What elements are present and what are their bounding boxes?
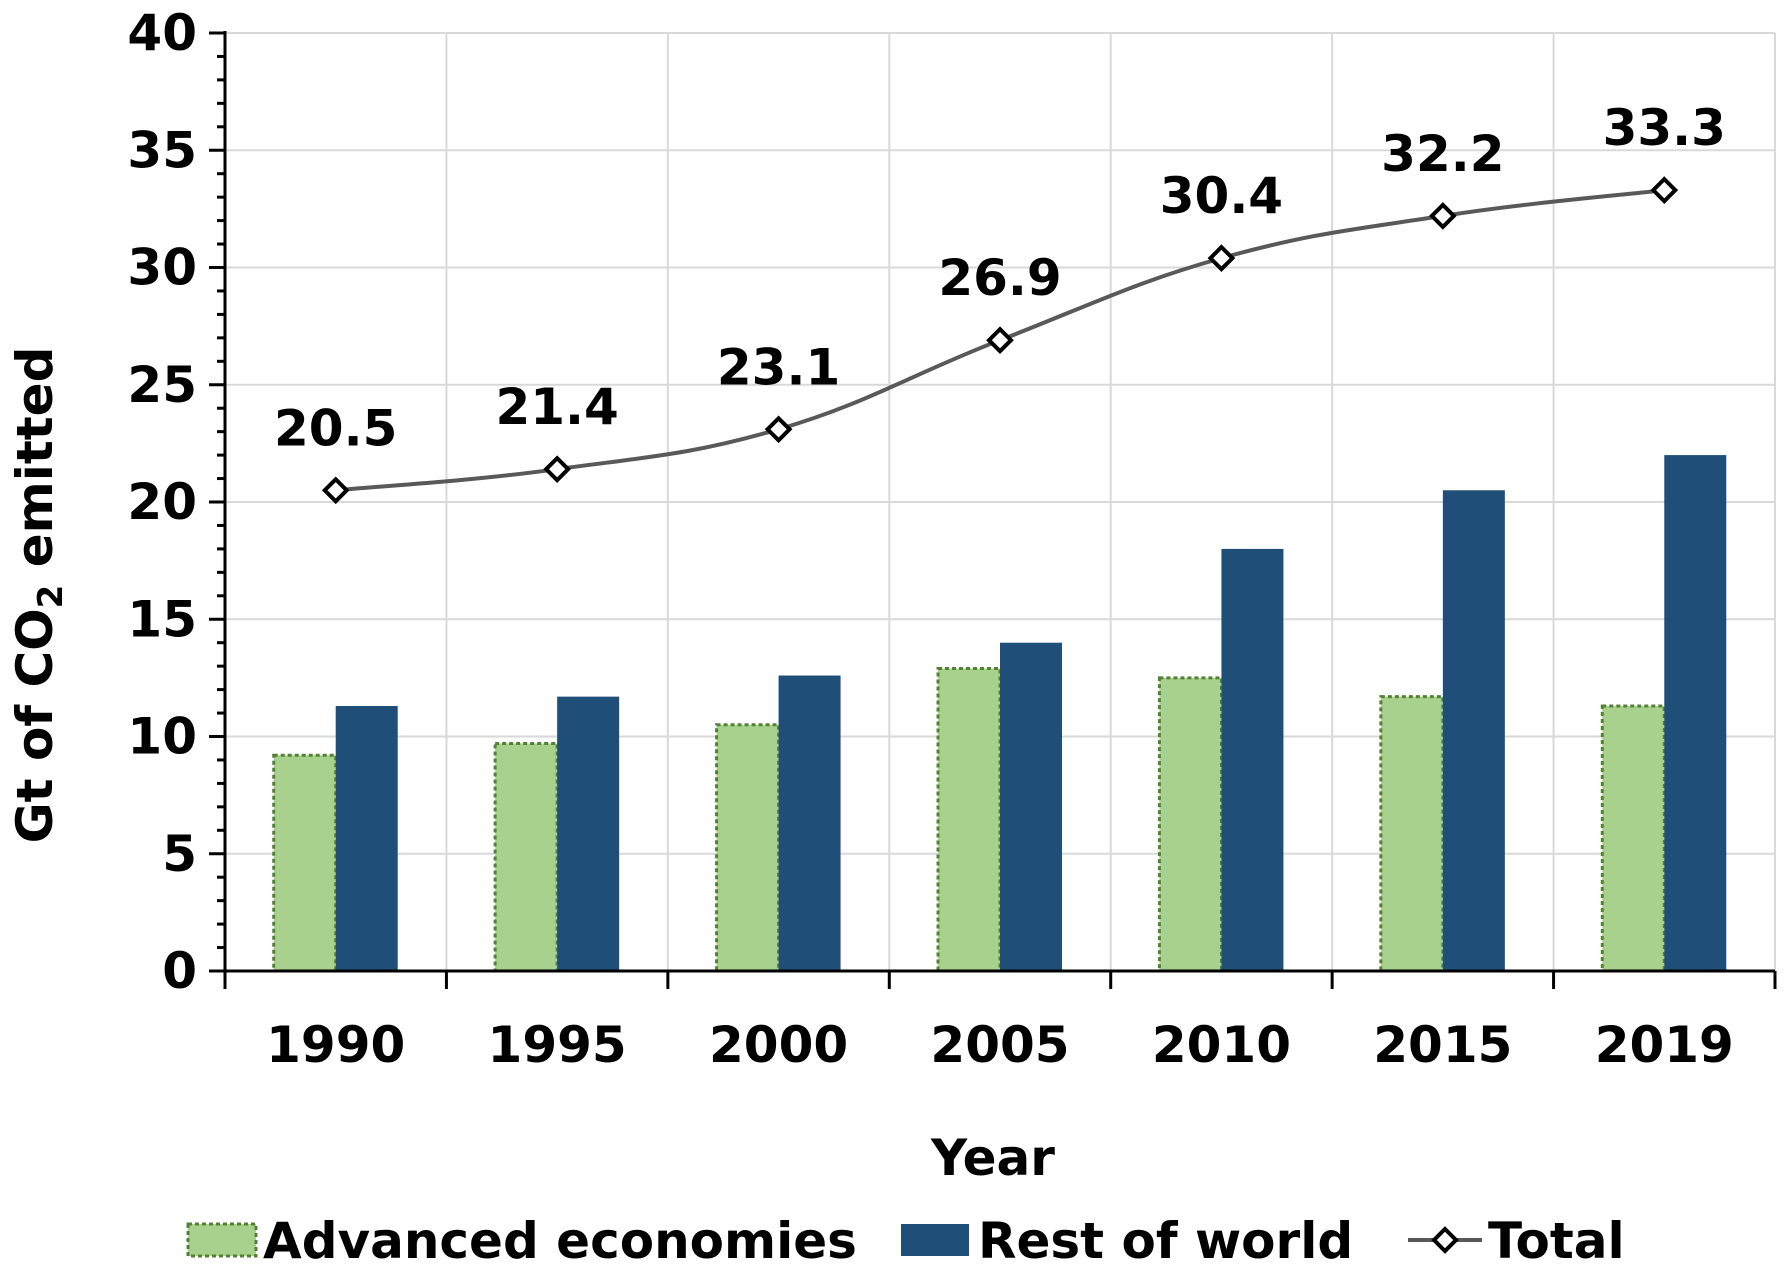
y-tick-label-20: 20 — [127, 473, 197, 531]
y-tick-label-5: 5 — [162, 825, 197, 883]
legend-marker-total — [1431, 1226, 1459, 1254]
y-tick-label-10: 10 — [127, 708, 197, 766]
legend-label-rest-of-world: Rest of world — [978, 1212, 1353, 1270]
total-data-label-1990: 20.5 — [274, 399, 397, 457]
bar-advanced-economies-1995 — [493, 742, 559, 973]
total-data-label-2015: 32.2 — [1381, 125, 1504, 183]
x-tick-label-2000: 2000 — [709, 1016, 848, 1074]
bar-advanced-economies-2000 — [715, 723, 781, 973]
bar-rest-of-world-1990 — [335, 706, 398, 971]
x-tick-label-1995: 1995 — [488, 1016, 627, 1074]
y-tick-label-30: 30 — [127, 239, 197, 297]
bar-advanced-economies-2019 — [1600, 704, 1666, 973]
total-marker-2019 — [1650, 176, 1679, 204]
y-tick-label-25: 25 — [127, 356, 197, 414]
total-data-label-2000: 23.1 — [717, 338, 840, 396]
bars — [272, 455, 1727, 973]
legend-label-total: Total — [1488, 1212, 1625, 1270]
gridlines — [225, 32, 1776, 971]
total-data-label-1995: 21.4 — [495, 378, 618, 436]
bar-rest-of-world-2019 — [1664, 455, 1727, 972]
y-tick-label-40: 40 — [127, 4, 197, 62]
legend: Advanced economies Rest of world Total — [186, 1212, 1625, 1270]
y-axis-title: Gt of CO2 emitted — [6, 347, 71, 844]
total-marker-1990 — [321, 476, 350, 505]
legend-swatch-advanced-economies — [186, 1222, 258, 1258]
total-line-series — [321, 176, 1679, 505]
total-marker-2015 — [1429, 202, 1457, 230]
bar-advanced-economies-2005 — [936, 666, 1002, 973]
x-tick-label-2010: 2010 — [1152, 1016, 1291, 1074]
y-axis-title-subscript: 2 — [31, 585, 71, 609]
legend-label-advanced-economies: Advanced economies — [263, 1212, 857, 1270]
labels: 20.5 21.4 23.1 26.9 30.4 32.2 33.3 — [274, 99, 1726, 457]
bar-rest-of-world-2015 — [1442, 490, 1505, 971]
bar-advanced-economies-2015 — [1379, 695, 1445, 973]
bar-rest-of-world-2005 — [1000, 642, 1062, 971]
y-axis-title-prefix: Gt of CO — [6, 608, 64, 843]
y-axis-title-suffix: emitted — [6, 347, 64, 585]
bar-rest-of-world-2000 — [778, 675, 841, 971]
legend-swatch-rest-of-world — [901, 1224, 969, 1256]
x-tick-label-2005: 2005 — [930, 1016, 1069, 1074]
total-data-label-2005: 26.9 — [938, 249, 1061, 307]
total-marker-1995 — [543, 455, 571, 483]
x-axis-title: Year — [930, 1129, 1055, 1187]
x-tick-label-1990: 1990 — [266, 1016, 405, 1074]
bar-rest-of-world-1995 — [557, 696, 620, 971]
total-marker-2000 — [764, 415, 793, 444]
y-tick-label-35: 35 — [127, 121, 197, 179]
bar-advanced-economies-1990 — [272, 753, 338, 973]
bar-rest-of-world-2010 — [1221, 548, 1284, 971]
total-marker-2005 — [986, 326, 1014, 355]
x-tick-label-2015: 2015 — [1373, 1016, 1512, 1074]
bar-advanced-economies-2010 — [1157, 676, 1223, 973]
total-data-label-2019: 33.3 — [1603, 99, 1726, 157]
axes: 0 5 10 15 20 25 30 35 40 1990 1995 2000 2005 2010 2015… — [127, 4, 1777, 1074]
y-tick-label-0: 0 — [162, 942, 197, 1000]
y-tick-label-15: 15 — [127, 590, 197, 648]
x-tick-label-2019: 2019 — [1595, 1016, 1734, 1074]
total-marker-2010 — [1207, 244, 1236, 272]
total-data-label-2010: 30.4 — [1160, 167, 1283, 225]
